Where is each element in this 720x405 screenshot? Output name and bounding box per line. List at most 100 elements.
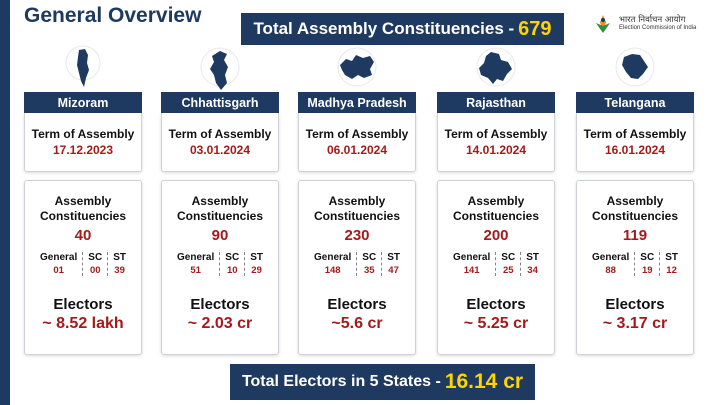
category-split: General 88 SC 19 ST 12 bbox=[577, 252, 693, 276]
st-label: ST bbox=[526, 252, 539, 263]
logo-text-hindi: भारत निर्वाचन आयोग bbox=[619, 15, 686, 26]
state-column-rajasthan: Rajasthan Term of Assembly 14.01.2024 As… bbox=[437, 0, 555, 405]
ac-electors-card: Assembly Constituencies 230 General 148 S… bbox=[298, 180, 416, 355]
term-date: 14.01.2024 bbox=[465, 143, 527, 157]
general-label: General bbox=[314, 252, 352, 263]
ac-count: 40 bbox=[74, 227, 92, 244]
mizoram-map-icon bbox=[24, 45, 142, 95]
total-ac-banner: Total Assembly Constituencies - 679 bbox=[241, 13, 564, 45]
chhattisgarh-map-icon bbox=[161, 45, 279, 95]
ac-count: 200 bbox=[483, 227, 509, 244]
state-column-telangana: Telangana Term of Assembly 16.01.2024 As… bbox=[576, 0, 694, 405]
st-label: ST bbox=[665, 252, 678, 263]
sc-label: SC bbox=[501, 252, 516, 263]
eci-emblem-icon bbox=[592, 13, 614, 35]
sc-count: 00 bbox=[89, 265, 101, 276]
electors-value: ~ 3.17 cr bbox=[602, 315, 668, 332]
term-card: Term of Assembly 14.01.2024 bbox=[437, 113, 555, 172]
ac-electors-card: Assembly Constituencies 200 General 141 S… bbox=[437, 180, 555, 355]
sc-label: SC bbox=[88, 252, 103, 263]
st-count: 47 bbox=[388, 265, 399, 276]
term-label: Term of Assembly bbox=[31, 127, 135, 141]
electors-value: ~ 8.52 lakh bbox=[42, 315, 124, 332]
state-name-bar: Mizoram bbox=[24, 92, 142, 114]
term-card: Term of Assembly 03.01.2024 bbox=[161, 113, 279, 172]
ac-electors-card: Assembly Constituencies 119 General 88 SC… bbox=[576, 180, 694, 355]
state-name-bar: Telangana bbox=[576, 92, 694, 114]
st-label: ST bbox=[250, 252, 263, 263]
term-label: Term of Assembly bbox=[583, 127, 687, 141]
ac-electors-card: Assembly Constituencies 40 General 01 SC 0… bbox=[24, 180, 142, 355]
state-name-bar: Chhattisgarh bbox=[161, 92, 279, 114]
state-column-madhya-pradesh: Madhya Pradesh Term of Assembly 06.01.20… bbox=[298, 0, 416, 405]
category-split: General 01 SC 00 ST 39 bbox=[25, 252, 141, 276]
ac-count: 90 bbox=[211, 227, 229, 244]
madhya-pradesh-map-icon bbox=[298, 45, 416, 95]
electors-value: ~ 5.25 cr bbox=[463, 315, 529, 332]
electors-label: Electors bbox=[190, 296, 250, 313]
term-date: 06.01.2024 bbox=[326, 143, 388, 157]
general-label: General bbox=[177, 252, 215, 263]
general-count: 88 bbox=[605, 265, 616, 276]
state-column-mizoram: Mizoram Term of Assembly 17.12.2023 Asse… bbox=[24, 0, 142, 405]
term-label: Term of Assembly bbox=[305, 127, 409, 141]
electors-label: Electors bbox=[327, 296, 387, 313]
ac-label: Assembly Constituencies bbox=[452, 194, 539, 223]
ac-label: Assembly Constituencies bbox=[39, 194, 126, 223]
st-count: 12 bbox=[666, 265, 677, 276]
ac-count: 230 bbox=[344, 227, 370, 244]
term-card: Term of Assembly 06.01.2024 bbox=[298, 113, 416, 172]
term-date: 03.01.2024 bbox=[189, 143, 251, 157]
term-label: Term of Assembly bbox=[444, 127, 548, 141]
page-title: General Overview bbox=[24, 4, 202, 27]
logo-text-english: Election Commission of India bbox=[619, 25, 697, 32]
category-split: General 148 SC 35 ST 47 bbox=[299, 252, 415, 276]
ac-label: Assembly Constituencies bbox=[313, 194, 400, 223]
eci-logo: भारत निर्वाचन आयोग Election Commission o… bbox=[592, 10, 712, 38]
category-split: General 141 SC 25 ST 34 bbox=[438, 252, 554, 276]
total-electors-label: Total Electors in 5 States - bbox=[241, 373, 441, 390]
ac-label: Assembly Constituencies bbox=[591, 194, 678, 223]
electors-label: Electors bbox=[53, 296, 113, 313]
left-accent-bar bbox=[0, 0, 10, 405]
total-electors-banner: Total Electors in 5 States - 16.14 cr bbox=[230, 364, 535, 400]
total-electors-value: 16.14 cr bbox=[444, 370, 524, 393]
electors-value: ~5.6 cr bbox=[331, 315, 383, 332]
total-ac-value: 679 bbox=[518, 17, 552, 40]
sc-label: SC bbox=[362, 252, 377, 263]
ac-count: 119 bbox=[622, 227, 648, 244]
electors-value: ~ 2.03 cr bbox=[187, 315, 253, 332]
general-label: General bbox=[453, 252, 491, 263]
general-label: General bbox=[40, 252, 78, 263]
term-card: Term of Assembly 17.12.2023 bbox=[24, 113, 142, 172]
general-count: 141 bbox=[463, 265, 480, 276]
electors-label: Electors bbox=[605, 296, 665, 313]
st-label: ST bbox=[113, 252, 126, 263]
sc-count: 10 bbox=[226, 265, 238, 276]
st-count: 34 bbox=[527, 265, 538, 276]
st-count: 39 bbox=[114, 265, 125, 276]
st-label: ST bbox=[387, 252, 400, 263]
general-count: 148 bbox=[324, 265, 341, 276]
rajasthan-map-icon bbox=[437, 45, 555, 95]
term-label: Term of Assembly bbox=[168, 127, 272, 141]
sc-count: 25 bbox=[502, 265, 514, 276]
category-split: General 51 SC 10 ST 29 bbox=[162, 252, 278, 276]
state-name-bar: Madhya Pradesh bbox=[298, 92, 416, 114]
term-date: 17.12.2023 bbox=[52, 143, 114, 157]
ac-label: Assembly Constituencies bbox=[176, 194, 263, 223]
telangana-map-icon bbox=[576, 45, 694, 95]
ac-electors-card: Assembly Constituencies 90 General 51 SC 1… bbox=[161, 180, 279, 355]
term-card: Term of Assembly 16.01.2024 bbox=[576, 113, 694, 172]
sc-count: 35 bbox=[363, 265, 375, 276]
general-count: 01 bbox=[53, 265, 64, 276]
general-count: 51 bbox=[190, 265, 201, 276]
state-name-bar: Rajasthan bbox=[437, 92, 555, 114]
sc-label: SC bbox=[640, 252, 655, 263]
st-count: 29 bbox=[251, 265, 262, 276]
sc-count: 19 bbox=[641, 265, 653, 276]
sc-label: SC bbox=[225, 252, 240, 263]
term-date: 16.01.2024 bbox=[604, 143, 666, 157]
general-label: General bbox=[592, 252, 630, 263]
electors-label: Electors bbox=[466, 296, 526, 313]
